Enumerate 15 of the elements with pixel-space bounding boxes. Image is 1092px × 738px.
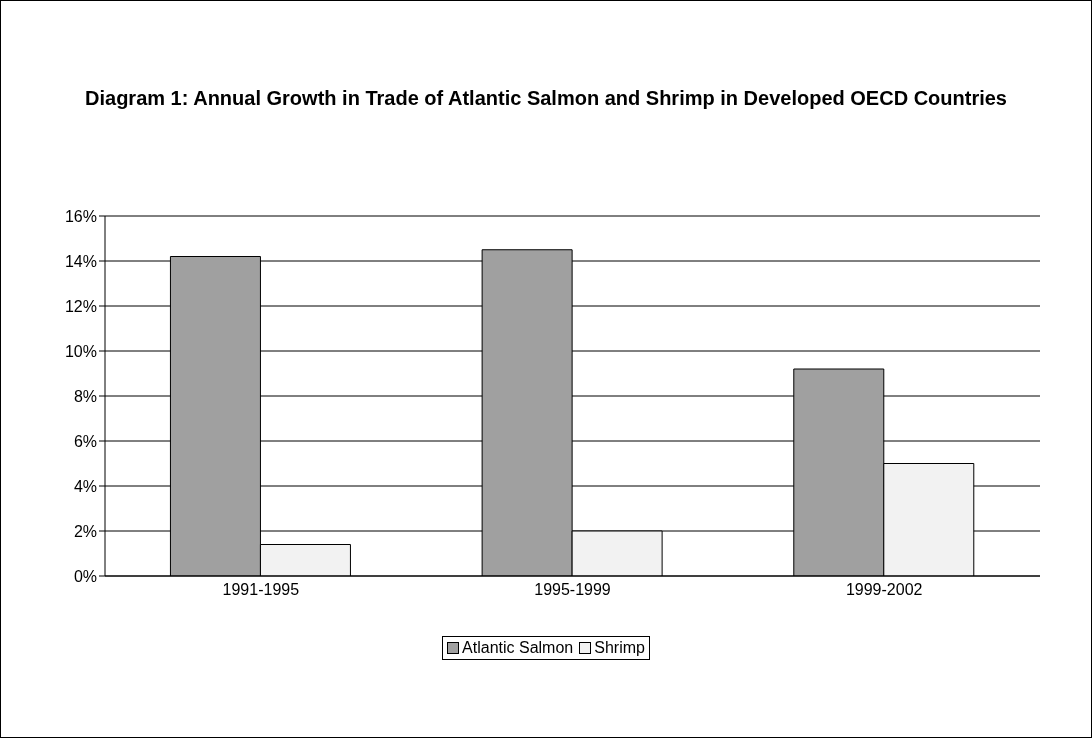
y-tick-label: 12% [64,297,97,315]
legend-label: Atlantic Salmon [461,639,574,657]
y-tick-label: 14% [64,252,97,270]
x-tick-label: 1999-2002 [845,581,923,599]
y-tick-label: 6% [73,432,97,450]
legend-label: Shrimp [593,639,645,657]
x-tick-label: 1991-1995 [222,581,300,599]
y-tick-label: 8% [73,387,97,405]
chart-title: Diagram 1: Annual Growth in Trade of Atlantic Salmon and Shrimp in Developed OECD Countries [84,86,1008,111]
y-tick-label: 10% [64,342,97,360]
x-tick-label: 1995-1999 [534,581,611,599]
y-tick-label: 2% [73,522,97,540]
y-tick-label: 0% [73,567,97,585]
y-tick-label: 4% [73,477,97,495]
y-tick-label: 16% [64,207,97,225]
